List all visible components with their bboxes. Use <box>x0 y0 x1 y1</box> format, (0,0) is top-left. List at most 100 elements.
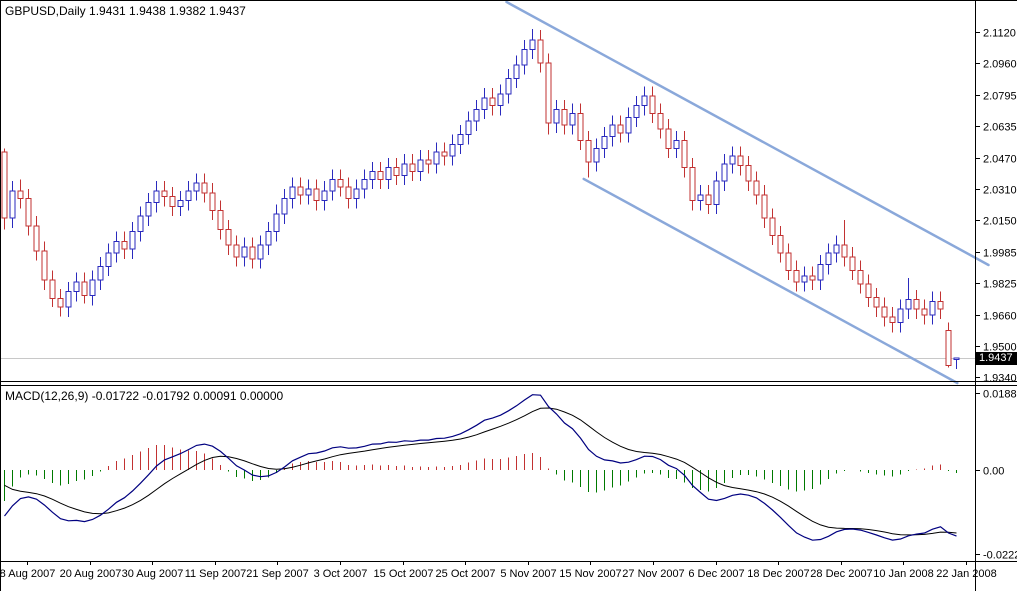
candle-body <box>1 151 8 219</box>
current-price-tag: 1.9437 <box>976 352 1017 365</box>
candle-body <box>681 140 688 169</box>
candle-body <box>937 300 944 310</box>
price-axis-label: 2.0635 <box>983 122 1017 134</box>
candle-body <box>393 167 400 176</box>
time-axis-label: 25 Oct 2007 <box>436 568 496 580</box>
price-axis-label: 2.0150 <box>983 216 1017 228</box>
candle-body <box>857 269 864 285</box>
candle-body <box>817 264 824 281</box>
candle-body <box>697 194 704 202</box>
candle-body <box>609 124 616 138</box>
time-axis-label: 28 Dec 2007 <box>810 568 872 580</box>
candle-body <box>601 136 608 149</box>
candle-body <box>233 244 240 258</box>
candle-body <box>57 298 64 308</box>
price-axis-labels: 2.1120 2.0960 2.0795 2.0635 2.0470 2.0310 2.01… <box>975 28 1017 385</box>
candle-body <box>241 246 248 258</box>
candle-body <box>617 124 624 134</box>
candle-body <box>841 244 848 258</box>
candle-body <box>585 140 592 163</box>
candle-body <box>873 297 880 308</box>
candle-body <box>401 163 408 176</box>
candle-body <box>713 180 720 206</box>
candle-body <box>881 306 888 318</box>
candle-body <box>113 240 120 254</box>
candle-body <box>185 190 192 202</box>
candle-body <box>825 252 832 266</box>
candle-body <box>465 120 472 136</box>
candle-body <box>81 281 88 297</box>
candle-body <box>177 200 184 207</box>
candle-body <box>137 215 144 233</box>
symbol-title-ohlc: GBPUSD,Daily 1.9431 1.9438 1.9382 1.9437 <box>5 4 246 18</box>
candle-body <box>153 190 160 204</box>
price-axis-label: 2.0795 <box>983 91 1017 103</box>
macd-axis-labels: 0.01885 0.00 -0.02221 <box>975 389 1017 562</box>
candle-body <box>705 194 712 206</box>
candle-body <box>945 329 952 366</box>
candle-body <box>593 147 600 163</box>
candle-body <box>577 112 584 142</box>
price-axis-label: 1.9660 <box>983 311 1017 323</box>
candle-body <box>745 165 752 182</box>
candle-body <box>753 180 760 196</box>
time-axis-label: 10 Jan 2008 <box>873 568 934 580</box>
macd-indicator-label: MACD(12,26,9) -0.01722 -0.01792 0.00091 … <box>5 389 284 403</box>
candle-body <box>441 151 448 157</box>
time-axis-label: 11 Sep 2007 <box>185 568 247 580</box>
candle-body <box>809 275 816 281</box>
candle-body <box>409 163 416 173</box>
candle-body <box>561 109 568 126</box>
candle-body <box>449 143 456 157</box>
candle-body <box>17 190 24 200</box>
panel-divider[interactable] <box>0 378 1017 388</box>
candle-body <box>329 178 336 192</box>
macd-histogram <box>4 444 957 501</box>
candle-body <box>457 134 464 145</box>
macd-signal-line <box>4 407 957 536</box>
trendline-upper[interactable] <box>505 0 990 267</box>
candle-body <box>897 308 904 324</box>
candle-body <box>761 194 768 219</box>
time-axis-label: 27 Nov 2007 <box>622 568 684 580</box>
candle-body <box>721 163 728 182</box>
candle-body <box>657 112 664 130</box>
candle-body <box>265 231 272 246</box>
candle-body <box>665 128 672 149</box>
candle-body <box>777 235 784 254</box>
time-axis-label: 5 Nov 2007 <box>500 568 556 580</box>
candle-body <box>921 308 928 316</box>
price-axis-label: 2.0470 <box>983 154 1017 166</box>
time-axis-label: 18 Dec 2007 <box>747 568 809 580</box>
candle-body <box>193 182 200 192</box>
candle-body <box>545 62 552 124</box>
candle-body <box>209 192 216 211</box>
candle-body <box>321 190 328 202</box>
candle-body <box>793 269 800 283</box>
candle-body <box>257 244 264 260</box>
candle-body <box>201 182 208 194</box>
candle-body <box>529 39 536 50</box>
time-axis-label: 15 Oct 2007 <box>374 568 434 580</box>
candle-body <box>649 95 656 114</box>
candle-body <box>569 112 576 126</box>
candle-body <box>801 275 808 283</box>
candle-body <box>297 186 304 196</box>
macd-axis-label: 0.00 <box>983 466 1004 478</box>
candle-body <box>169 196 176 207</box>
candle-body <box>249 246 256 260</box>
candle-body <box>497 93 504 107</box>
candle-body <box>929 300 936 316</box>
candle-body <box>33 225 40 252</box>
price-axis-label: 2.0310 <box>983 185 1017 197</box>
candle-body <box>481 97 488 111</box>
candle-body <box>737 155 744 167</box>
candles-layer <box>1 29 960 369</box>
time-axis-label: 30 Aug 2007 <box>122 568 184 580</box>
candle-body <box>633 105 640 118</box>
trendline-lower[interactable] <box>582 177 959 385</box>
time-axis-label: 22 Jan 2008 <box>936 568 997 580</box>
candle-body <box>673 140 680 149</box>
